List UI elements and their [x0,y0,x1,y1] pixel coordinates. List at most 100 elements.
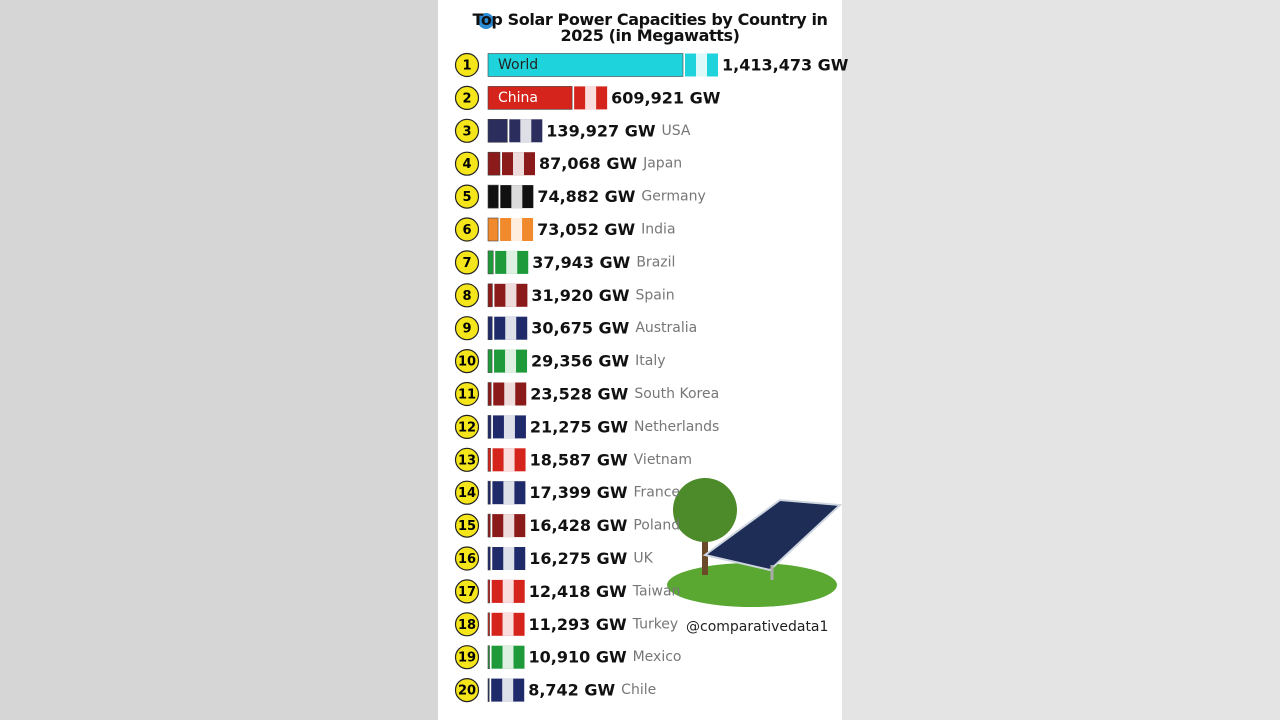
value-label: 73,052 GW [537,220,635,239]
rank-badge [454,85,480,111]
rank-label: 2 [462,91,471,106]
rank-label: 17 [458,585,476,600]
rank-badge [454,381,480,407]
bar [487,184,499,209]
value-label: 18,587 GW [530,450,628,469]
flag-stripe [503,547,515,570]
bar [487,415,492,439]
flag-stripe [505,283,517,307]
value-label: 29,356 GW [531,352,629,371]
chart-title: Top Solar Power Capacities by Country in… [472,10,828,45]
flag-stripe [502,612,514,636]
flag-stripe [511,218,523,241]
flag-stripe [505,349,517,373]
flag-stripe [502,579,514,603]
blurred-side [0,0,438,720]
category-label: UK [633,551,653,567]
rank-badge [454,250,480,275]
value-label: 139,927 GW [546,121,656,140]
rank-label: 19 [458,651,476,666]
value-label: 30,675 GW [531,319,629,338]
flag-stripe [503,448,515,472]
bar [487,645,490,670]
bar [487,119,508,143]
bar [487,382,492,406]
value-label: 37,943 GW [532,253,630,272]
category-label: Vietnam [634,452,692,468]
rank-badge [454,52,480,78]
bar [487,579,491,604]
value-label: 11,293 GW [529,615,627,634]
category-label: Italy [635,353,665,369]
category-label: China [498,90,538,106]
category-label: Brazil [636,254,675,270]
bar [487,678,490,702]
category-label: France [633,485,680,501]
bar [487,513,491,538]
rank-badge [454,151,480,176]
category-label: World [498,57,538,73]
rank-badge [454,217,480,242]
rank-label: 16 [458,552,476,567]
flag-stripe [502,645,514,669]
value-label: 74,882 GW [537,187,635,206]
rank-badge [454,612,480,637]
rank-badge [454,513,480,538]
rank-label: 6 [462,223,471,238]
bar [487,546,491,571]
rank-badge [454,184,480,209]
flag-stripe [696,53,707,77]
rank-badge [454,316,480,341]
value-label: 16,275 GW [529,549,627,568]
flag-stripe [513,152,525,176]
rank-label: 7 [462,256,471,271]
rank-badge [454,645,480,670]
category-label: Spain [635,287,674,303]
value-label: 1,413,473 GW [722,56,849,75]
value-label: 21,275 GW [530,417,628,436]
value-label: 23,528 GW [530,385,628,404]
rank-label: 18 [458,618,476,633]
flag-stripe [520,119,532,143]
value-label: 87,068 GW [539,154,637,173]
bar [487,53,684,77]
flag-stripe [503,514,515,538]
value-label: 31,920 GW [531,286,629,305]
flag-stripe [504,382,516,406]
value-label: 8,742 GW [528,681,615,700]
category-label: Japan [642,156,682,172]
rank-label: 8 [462,289,471,304]
rank-label: 11 [458,388,476,403]
value-label: 17,399 GW [529,483,627,502]
watermark: @comparativedata1 [686,619,828,635]
value-label: 609,921 GW [611,88,721,107]
value-label: 12,418 GW [529,582,627,601]
rank-label: 20 [458,684,476,699]
bar [487,349,493,373]
bar [487,447,491,472]
category-label: USA [662,123,691,139]
category-label: Turkey [632,616,679,632]
solar-panel-illustration [667,478,843,607]
flag-stripe [503,415,515,439]
bar [487,283,493,308]
rank-label: 4 [462,157,471,172]
bar [487,480,491,505]
flag-stripe [511,185,523,209]
category-label: Taiwan [632,583,681,599]
category-label: Germany [641,189,705,205]
rank-label: 13 [458,453,476,468]
rank-label: 1 [462,59,471,74]
rank-label: 12 [458,420,476,435]
rank-badge [454,414,480,439]
value-label: 16,428 GW [529,516,627,535]
category-label: Poland [633,518,680,534]
blurred-side [842,0,1280,720]
rank-badge [454,546,480,571]
bar [487,151,501,176]
bar [487,250,494,275]
rank-label: 5 [462,190,471,205]
flag-stripe [503,481,515,505]
